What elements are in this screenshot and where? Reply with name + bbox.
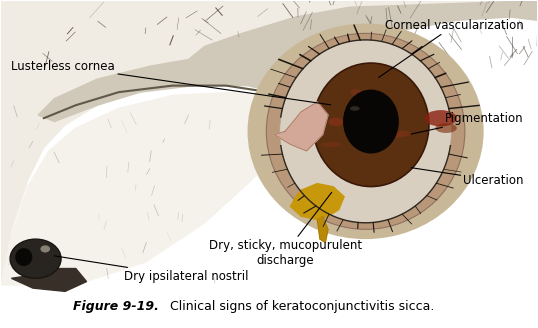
Text: Pigmentation: Pigmentation <box>411 112 524 134</box>
Ellipse shape <box>344 119 357 123</box>
Polygon shape <box>274 102 328 151</box>
Ellipse shape <box>280 40 451 223</box>
Polygon shape <box>1 72 339 285</box>
Ellipse shape <box>351 89 362 96</box>
Ellipse shape <box>266 33 465 229</box>
Polygon shape <box>317 216 328 242</box>
Ellipse shape <box>424 110 457 126</box>
Text: Ulceration: Ulceration <box>411 168 524 187</box>
Ellipse shape <box>343 90 399 154</box>
Polygon shape <box>11 269 87 291</box>
Ellipse shape <box>15 248 32 266</box>
Ellipse shape <box>435 123 457 133</box>
Ellipse shape <box>377 131 393 135</box>
Text: Dry ipsilateral nostril: Dry ipsilateral nostril <box>54 256 249 283</box>
Ellipse shape <box>328 118 343 126</box>
Ellipse shape <box>350 106 360 111</box>
Text: Corneal vascularization: Corneal vascularization <box>379 19 524 77</box>
Ellipse shape <box>10 239 61 278</box>
Ellipse shape <box>313 63 429 187</box>
Text: Figure 9-19.: Figure 9-19. <box>73 299 159 313</box>
Polygon shape <box>1 1 537 285</box>
Polygon shape <box>291 184 344 219</box>
Ellipse shape <box>39 253 51 266</box>
Polygon shape <box>38 1 537 122</box>
Ellipse shape <box>375 108 392 111</box>
Ellipse shape <box>386 133 402 138</box>
Ellipse shape <box>40 245 50 253</box>
Ellipse shape <box>247 24 484 239</box>
Text: Dry, sticky, mucopurulent
discharge: Dry, sticky, mucopurulent discharge <box>209 192 362 267</box>
Ellipse shape <box>396 130 411 137</box>
Ellipse shape <box>321 142 342 147</box>
Text: Lusterless cornea: Lusterless cornea <box>11 59 331 105</box>
Text: Clinical signs of keratoconjunctivitis sicca.: Clinical signs of keratoconjunctivitis s… <box>162 299 434 313</box>
